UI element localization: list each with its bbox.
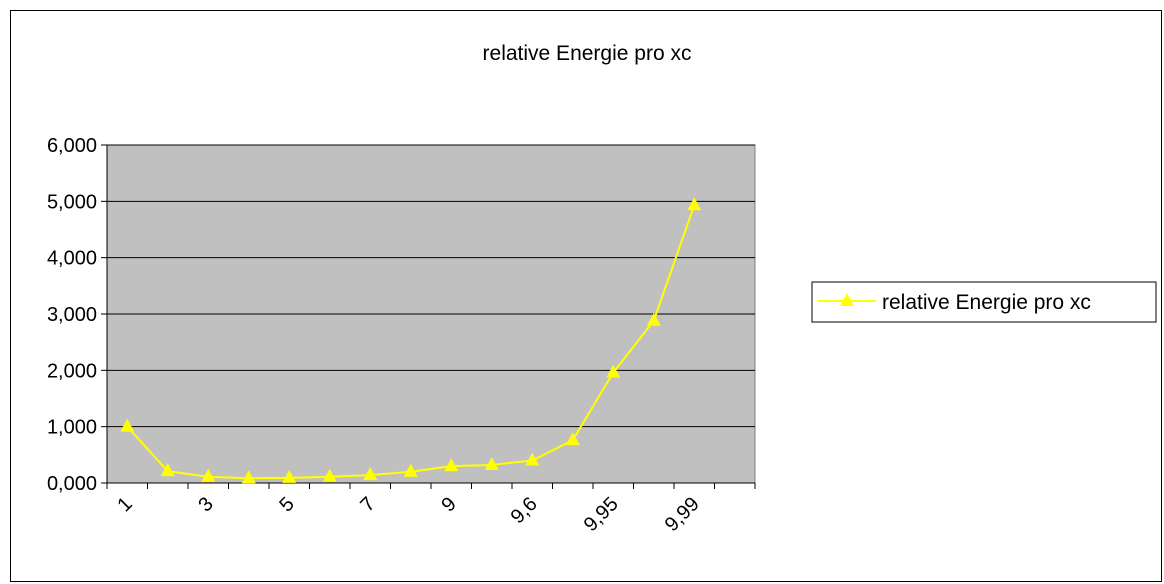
data-point	[282, 469, 297, 483]
legend: relative Energie pro xc	[811, 281, 1157, 323]
data-point	[403, 463, 418, 477]
x-tick-label: 9	[437, 493, 460, 516]
data-point	[120, 418, 135, 432]
x-tick-label: 3	[194, 493, 217, 516]
data-point	[241, 470, 256, 484]
x-tick-label: 9,6	[507, 493, 542, 528]
data-point	[444, 458, 459, 472]
y-tick-label: 6,000	[47, 135, 97, 157]
data-point	[201, 468, 216, 482]
y-tick-label: 2,000	[47, 360, 97, 382]
legend-label: relative Energie pro xc	[882, 291, 1091, 314]
x-tick-label: 5	[275, 493, 298, 516]
y-tick-label: 5,000	[47, 191, 97, 213]
x-tick-label: 9,99	[661, 493, 704, 536]
y-tick-label: 1,000	[47, 417, 97, 439]
x-tick-label: 9,95	[580, 493, 623, 536]
data-point	[322, 468, 337, 482]
x-tick-label: 1	[113, 493, 136, 516]
data-point	[363, 467, 378, 481]
data-point	[687, 197, 702, 211]
data-point	[484, 456, 499, 470]
data-point	[646, 312, 661, 326]
y-tick-label: 4,000	[47, 248, 97, 270]
chart-title: relative Energie pro xc	[483, 42, 692, 65]
data-point	[565, 432, 580, 446]
data-point	[525, 452, 540, 466]
data-point	[606, 364, 621, 378]
y-tick-label: 3,000	[47, 304, 97, 326]
data-point	[160, 463, 175, 477]
legend-marker	[840, 293, 854, 306]
x-tick-label: 7	[356, 493, 379, 516]
y-tick-label: 0,000	[47, 473, 97, 495]
